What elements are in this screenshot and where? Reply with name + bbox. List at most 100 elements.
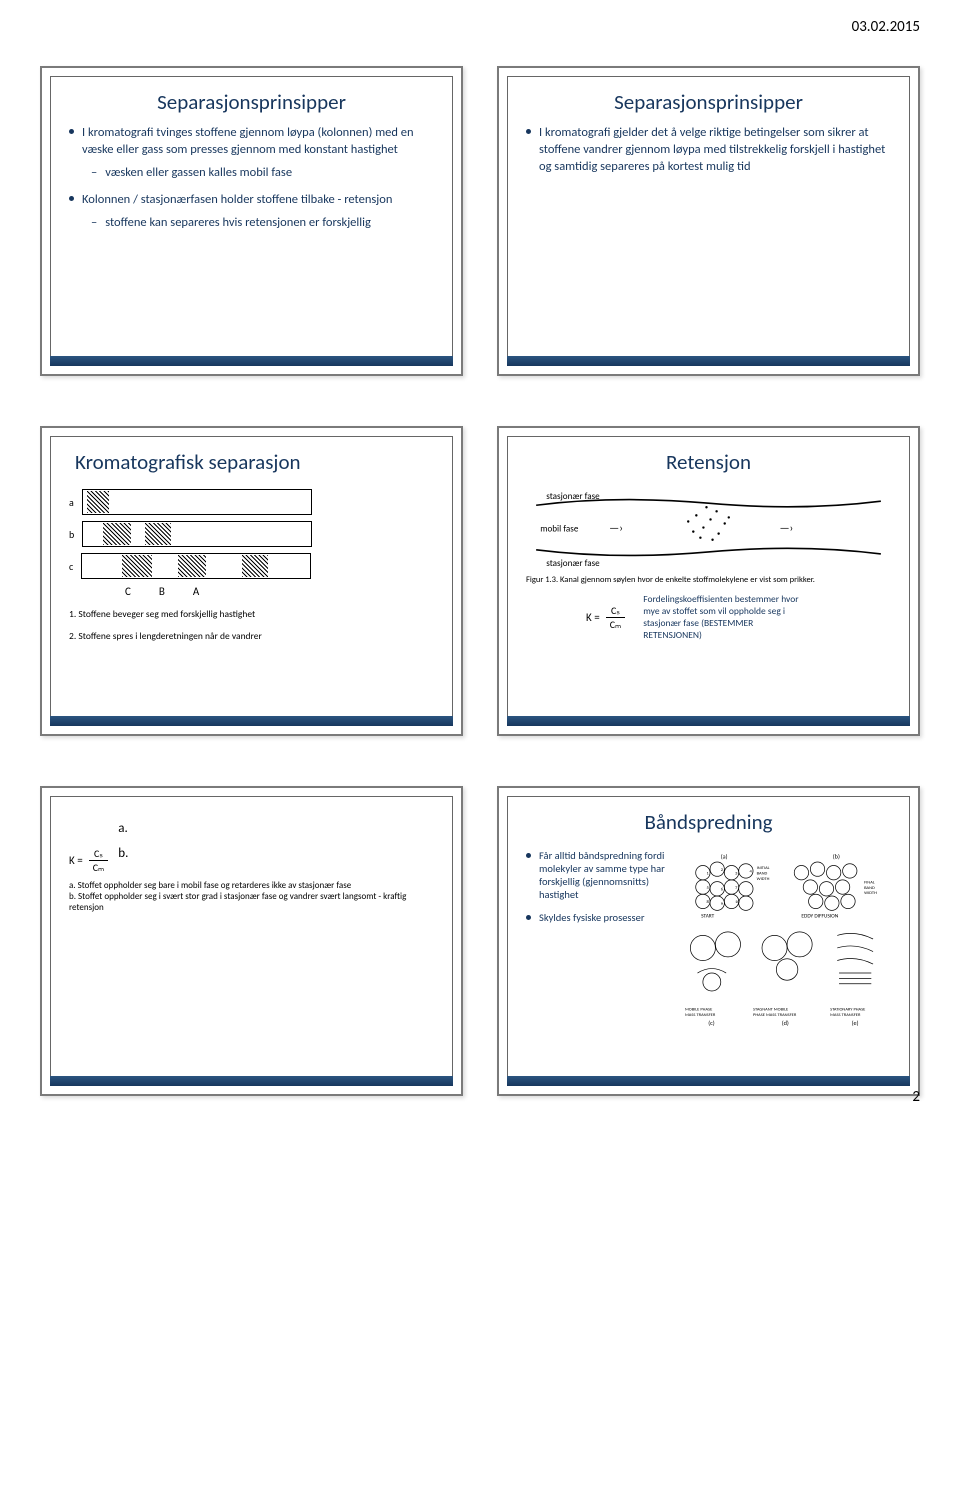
bullet-text: Skyldes fysiske prosesser: [539, 911, 645, 924]
svg-text:WIDTH: WIDTH: [864, 891, 877, 896]
fraction: Cₛ Cₘ: [606, 604, 626, 631]
svg-text:WIDTH: WIDTH: [757, 877, 770, 882]
bullet: Skyldes fysiske prosesser: [526, 911, 666, 924]
figure-caption: Figur 1.3. Kanal gjennom søylen hvor de …: [526, 575, 891, 585]
slide-footer-bar: [50, 1076, 453, 1086]
separation-diagram: a b c: [69, 489, 434, 642]
diagram-note: 1. Stoffene beveger seg med forskjellig …: [69, 608, 255, 620]
page-number: 2: [912, 1088, 920, 1106]
numerator: Cₛ: [90, 847, 107, 860]
band: [103, 523, 131, 545]
band: [145, 523, 171, 545]
label-mob: mobil fase: [540, 524, 579, 535]
bullet-text: Kolonnen / stasjonærfasen holder stoffen…: [82, 192, 392, 209]
bullet: Får alltid båndspredning fordi molekyler…: [526, 849, 666, 901]
slide-footer-bar: [50, 716, 453, 726]
band: [242, 555, 268, 577]
slide-3: Kromatografisk separasjon a b: [40, 426, 463, 736]
dot-cluster: [687, 506, 730, 541]
column-box: [82, 521, 312, 547]
column-box: [82, 489, 312, 515]
slide-2: Separasjonsprinsipper I kromatografi gje…: [497, 66, 920, 376]
svg-text:FINAL: FINAL: [864, 880, 875, 885]
svg-text:MASS TRANSFER: MASS TRANSFER: [830, 1013, 861, 1018]
slide-inner: Separasjonsprinsipper I kromatografi tvi…: [50, 76, 453, 366]
svg-text:(d): (d): [782, 1019, 789, 1027]
channel-svg: stasjonær fase mobil fase —› —› stasjonæ…: [526, 487, 891, 568]
svg-text:STAGNANT MOBILE: STAGNANT MOBILE: [753, 1008, 788, 1013]
bullet-dot-icon: [526, 915, 531, 920]
svg-text:(c): (c): [708, 1019, 715, 1027]
k-formula: K = Cₛ Cₘ: [69, 847, 108, 874]
slides-grid: Separasjonsprinsipper I kromatografi tvi…: [40, 66, 920, 1096]
arrow-icon: —›: [779, 521, 793, 535]
numerator: Cₛ: [607, 604, 624, 617]
bullet-dot-icon: [526, 129, 531, 134]
bullet-text: Får alltid båndspredning fordi molekyler…: [539, 849, 666, 901]
label-a: a.: [118, 821, 128, 836]
row-label: a: [69, 496, 74, 509]
band: [178, 555, 206, 577]
slide-inner: K = Cₛ Cₘ a.: [50, 796, 453, 1086]
svg-text:EDDY DIFFUSION: EDDY DIFFUSION: [801, 914, 838, 920]
note-b: b. Stoffet oppholder seg i svært stor gr…: [69, 891, 434, 913]
row-label: b: [69, 528, 74, 541]
bullet: Kolonnen / stasjonærfasen holder stoffen…: [69, 192, 434, 209]
slide-title: Separasjonsprinsipper: [526, 89, 891, 115]
row-label: c: [69, 560, 73, 573]
label-b: b.: [118, 846, 128, 861]
label-stat: stasjonær fase: [546, 491, 600, 502]
label-stat: stasjonær fase: [546, 558, 600, 568]
fraction: Cₛ Cₘ: [89, 847, 109, 874]
retention-note: Fordelingskoeffisienten bestemmer hvor m…: [643, 593, 803, 641]
slide-title: Kromatografisk separasjon: [69, 449, 434, 475]
bullet-text: væsken eller gassen kalles mobil fase: [105, 165, 292, 182]
bullet-dot-icon: [69, 196, 74, 201]
page-date: 03.02.2015: [852, 18, 920, 36]
note-a: a. Stoffet oppholder seg bare i mobil fa…: [69, 880, 434, 891]
diagram-row-c: c: [69, 553, 311, 579]
denominator: Cₘ: [606, 618, 626, 631]
svg-text:MASS TRANSFER: MASS TRANSFER: [685, 1013, 716, 1018]
svg-text:MOBILE PHASE: MOBILE PHASE: [685, 1008, 712, 1013]
diagram-note: 2. Stoffene spres i lengderetningen når …: [69, 630, 262, 642]
document-page: 03.02.2015 Separasjonsprinsipper I kroma…: [0, 0, 960, 1116]
slide-4: Retensjon stasjonær fase mobil fase —› —…: [497, 426, 920, 736]
slide-1: Separasjonsprinsipper I kromatografi tvi…: [40, 66, 463, 376]
k-label: K =: [586, 611, 600, 624]
svg-text:5: 5: [706, 886, 708, 891]
bullet-text: stoffene kan separeres hvis retensjonen …: [105, 215, 371, 232]
svg-text:10: 10: [735, 900, 740, 905]
k-label: K =: [69, 854, 83, 867]
slide-title: Båndspredning: [526, 809, 891, 835]
diagram-row-a: a: [69, 489, 312, 515]
sub-bullet: – væsken eller gassen kalles mobil fase: [91, 165, 434, 182]
label-c: C: [125, 585, 131, 598]
slide-body: I kromatografi gjelder det å velge rikti…: [526, 125, 891, 182]
bullet-text: I kromatografi tvinges stoffene gjennom …: [82, 125, 434, 159]
slide-footer-bar: [50, 356, 453, 366]
slide5-notes: a. Stoffet oppholder seg bare i mobil fa…: [69, 880, 434, 913]
band: [87, 491, 109, 513]
svg-text:START: START: [701, 914, 715, 920]
svg-text:(a): (a): [721, 852, 728, 860]
svg-text:PHASE MASS TRANSFER: PHASE MASS TRANSFER: [753, 1013, 797, 1018]
slide-footer-bar: [507, 356, 910, 366]
band-spreading-diagram: (a) 1234 567 8910 INITIALBANDWIDTH START: [676, 849, 891, 1034]
slide5-body: K = Cₛ Cₘ a.: [69, 821, 434, 874]
svg-text:STATIONARY PHASE: STATIONARY PHASE: [830, 1008, 865, 1013]
svg-text:BAND: BAND: [864, 886, 875, 891]
slide-inner: Retensjon stasjonær fase mobil fase —› —…: [507, 436, 910, 726]
sub-bullet: – stoffene kan separeres hvis retensjone…: [91, 215, 434, 232]
label-a: A: [193, 585, 199, 598]
slide-title: Retensjon: [526, 449, 891, 475]
slide-title: Separasjonsprinsipper: [69, 89, 434, 115]
spreading-svg: (a) 1234 567 8910 INITIALBANDWIDTH START: [676, 849, 891, 1029]
bullet: I kromatografi tvinges stoffene gjennom …: [69, 125, 434, 159]
arrow-icon: —›: [609, 521, 623, 535]
retention-diagram: stasjonær fase mobil fase —› —› stasjonæ…: [526, 487, 891, 585]
denominator: Cₘ: [89, 861, 109, 874]
k-formula: K = Cₛ Cₘ: [586, 604, 625, 631]
slide6-bullets: Får alltid båndspredning fordi molekyler…: [526, 849, 666, 1034]
slide-inner: Båndspredning Får alltid båndspredning f…: [507, 796, 910, 1086]
